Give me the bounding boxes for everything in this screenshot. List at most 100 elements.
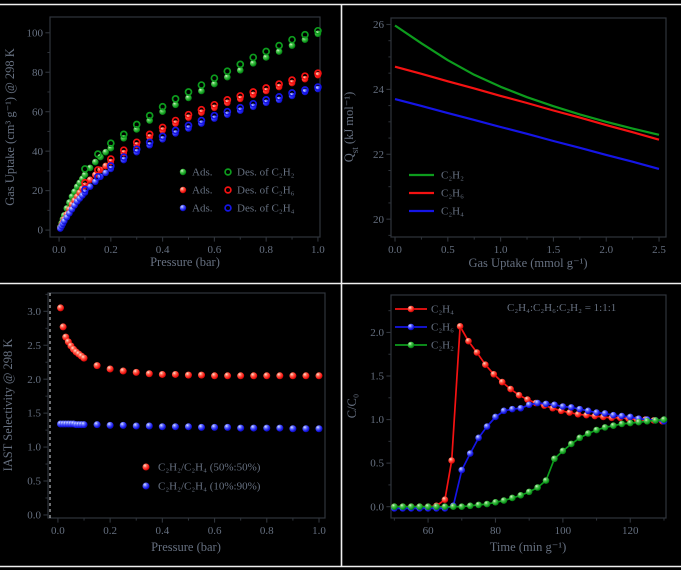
x-tick-label: 0.6 [208, 525, 222, 537]
legend-des-label: Des. of C₂H₆ [237, 185, 295, 197]
data-point [500, 407, 508, 415]
data-point [475, 501, 482, 509]
plot-frame [47, 292, 326, 519]
data-point [492, 413, 499, 421]
data-point-open [314, 69, 322, 78]
data-point [524, 396, 531, 403]
data-point [237, 372, 245, 380]
legend-label: C₂H₄ [431, 304, 454, 316]
data-point-open [119, 130, 128, 139]
plot-frame [390, 294, 667, 519]
data-point-open [223, 107, 232, 116]
data-point-open [81, 185, 89, 194]
data-point-open [106, 139, 115, 148]
data-point-open [171, 116, 180, 125]
x-tick-label: 0.6 [208, 244, 222, 256]
data-point [525, 401, 533, 409]
data-point [593, 426, 600, 434]
series-line [394, 65, 660, 141]
data-point [80, 421, 88, 429]
data-point [184, 371, 192, 379]
data-point [517, 492, 525, 499]
data-point [142, 482, 150, 490]
x-axis-label: Time (min g⁻¹) [490, 540, 567, 554]
data-point-open [94, 150, 102, 158]
data-point [559, 403, 567, 410]
data-point-open [197, 116, 206, 125]
data-point [492, 499, 499, 506]
data-point [263, 424, 271, 432]
x-tick-label: 120 [622, 525, 639, 537]
data-point-open [288, 89, 296, 97]
data-point [263, 372, 271, 380]
data-point [119, 421, 127, 429]
data-point [482, 361, 489, 368]
data-point [534, 399, 541, 407]
data-point [276, 372, 284, 380]
y-tick-label: 2.5 [27, 340, 41, 352]
data-point-open [223, 67, 232, 76]
data-point-open [171, 95, 180, 103]
data-point [301, 88, 309, 96]
x-tick-label: 0.0 [51, 525, 65, 537]
data-point-open [81, 178, 89, 187]
data-point [559, 447, 567, 455]
y-tick-label: 2.0 [27, 374, 41, 386]
y-tick-label: 20 [373, 214, 385, 226]
y-tick-label: 26 [373, 19, 385, 31]
x-axis-label: Pressure (bar) [151, 540, 221, 554]
legend-label: C₂H₂/C₂H₄ (50%:50%) [158, 462, 261, 474]
series-C₂H₆ desorption [81, 69, 322, 187]
data-point-open [301, 30, 309, 39]
data-point [59, 323, 67, 331]
x-tick-label: 1.5 [547, 244, 561, 256]
data-point [601, 424, 609, 431]
data-point-open [184, 110, 193, 119]
data-point [456, 323, 464, 330]
data-point-open [249, 88, 258, 96]
plot-frame [390, 17, 667, 238]
data-point [450, 503, 457, 510]
data-point [475, 434, 482, 442]
data-point [184, 423, 192, 431]
data-point-open [158, 132, 167, 141]
data-point [211, 372, 219, 380]
series-C₂H₄ adsorption [57, 85, 322, 232]
data-point [441, 496, 449, 504]
data-point [198, 423, 206, 431]
data-point [566, 409, 573, 416]
data-point [626, 419, 634, 427]
data-point-open [132, 138, 141, 147]
data-point-open [132, 145, 141, 154]
data-point [314, 85, 322, 93]
data-point [483, 500, 491, 508]
data-point-open [262, 96, 271, 104]
data-point-open [210, 100, 219, 109]
data-point-open [249, 53, 258, 62]
data-point [211, 423, 219, 431]
panel-c: 0.0 0.2 0.4 0.6 0.8 1.0 0.0 0.5 1.0 1.5 2.0 2.5 3.0 P… [1, 292, 326, 554]
y-tick-label: 3.0 [27, 306, 41, 318]
data-point [507, 385, 514, 393]
data-point [635, 418, 643, 426]
data-point [407, 305, 415, 313]
data-point [250, 424, 258, 432]
y-tick-label: 40 [32, 146, 44, 158]
legend-label: C₂H₆ [441, 188, 464, 200]
data-point-open [275, 80, 283, 88]
data-point [509, 405, 516, 413]
data-point-open [288, 76, 296, 84]
series-C₂H₂ [394, 24, 660, 136]
data-point [97, 153, 104, 161]
data-point [93, 421, 101, 429]
data-point [473, 349, 481, 356]
data-point-open [197, 105, 206, 114]
data-point-open [314, 26, 322, 35]
data-point [576, 405, 584, 413]
legend-ads-label: Ads. [192, 203, 213, 215]
data-point-open [145, 138, 154, 147]
data-point [249, 60, 257, 67]
y-tick-label: 100 [27, 27, 44, 39]
x-tick-label: 0.0 [388, 244, 402, 256]
data-point [574, 411, 582, 418]
